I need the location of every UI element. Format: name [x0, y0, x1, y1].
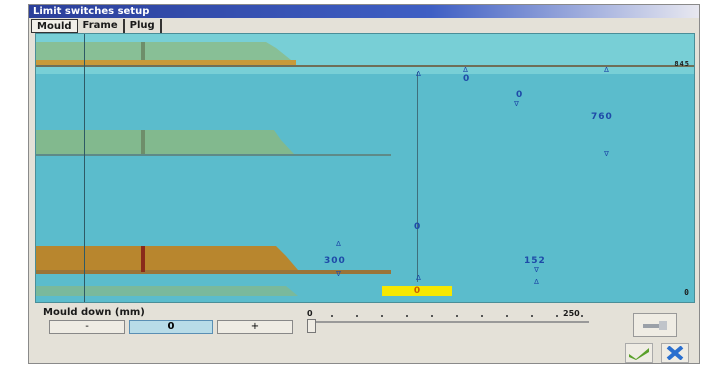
tab-frame[interactable]: Frame [78, 19, 125, 33]
measure-line [417, 72, 418, 282]
slider-tick [556, 315, 558, 317]
marker: ∇ [514, 100, 519, 108]
mould-down-value[interactable]: 0 [129, 320, 213, 334]
label-a: 0 [463, 74, 471, 84]
label-f: 152 [524, 256, 546, 266]
marker: ∇ [336, 270, 341, 278]
marker: ∇ [534, 266, 539, 274]
control-panel: Mould down (mm) - 0 + 0 250 [35, 305, 695, 339]
top-right-value: 845 [674, 60, 690, 68]
mould-diagram: 845 0 0 0 760 0 300 152 ∆ ∆ ∇ ∆ ∇ ∆ ∇ ∇ … [35, 33, 695, 303]
label-d: 0 [414, 222, 422, 232]
slider-max-label: 250 [563, 309, 580, 318]
slider-tick [356, 315, 358, 317]
tab-bar: Mould Frame Plug [31, 19, 162, 33]
slider-tick [456, 315, 458, 317]
slider-tick [406, 315, 408, 317]
slider-thumb[interactable] [307, 319, 316, 333]
slider-tick [381, 315, 383, 317]
label-c: 760 [591, 112, 613, 122]
marker: ∆ [534, 278, 539, 286]
checkmark-icon [629, 348, 649, 360]
slider-tick [506, 315, 508, 317]
current-position-highlight: 0 [382, 286, 452, 296]
marker: ∇ [604, 150, 609, 158]
marker: ∆ [416, 274, 421, 282]
label-b: 0 [516, 90, 524, 100]
guide-line [84, 34, 85, 302]
title-bar: Limit switches setup [29, 5, 699, 18]
decrement-button[interactable]: - [49, 320, 125, 334]
cancel-button[interactable] [661, 343, 689, 363]
slider-tick [481, 315, 483, 317]
slider-tick [531, 315, 533, 317]
tool-icon [643, 321, 667, 330]
bottom-right-value: 0 [684, 288, 690, 297]
marker: ∆ [416, 70, 421, 78]
limit-switches-window: Limit switches setup Mould Frame Plug [28, 4, 700, 364]
close-icon [666, 346, 684, 360]
marker: ∆ [463, 66, 468, 74]
slider-tick [581, 315, 583, 317]
label-e: 300 [324, 256, 346, 266]
mould-down-label: Mould down (mm) [43, 307, 145, 318]
tool-button[interactable] [633, 313, 677, 337]
marker: ∆ [604, 66, 609, 74]
tab-plug[interactable]: Plug [125, 19, 162, 33]
window-title: Limit switches setup [33, 6, 150, 17]
slider-min-label: 0 [307, 309, 313, 318]
marker: ∆ [336, 240, 341, 248]
increment-button[interactable]: + [217, 320, 293, 334]
tab-mould[interactable]: Mould [31, 19, 78, 33]
slider-tick [331, 315, 333, 317]
confirm-button[interactable] [625, 343, 653, 363]
slider-track[interactable] [307, 321, 589, 323]
mould-shape-top [36, 42, 694, 296]
slider-tick [431, 315, 433, 317]
